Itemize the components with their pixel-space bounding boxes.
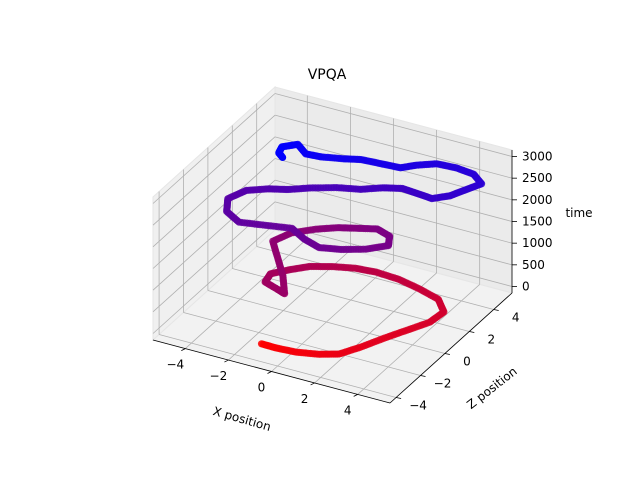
z-position-tick-label: −4 [409,399,427,413]
time-tick-label: 0 [522,280,530,294]
x-grid-floor [357,284,480,395]
z-position-tick-mark [469,331,475,333]
data-point [279,153,287,161]
y-grid-floor [158,334,397,398]
z-position-tick-mark [420,375,426,377]
z-position-tick-label: 2 [487,333,495,347]
z-position-tick-label: 4 [512,311,520,325]
y-grid-floor [183,312,421,376]
z-grid-left [152,201,276,313]
z-grid-left [152,93,276,204]
z-grid-back [274,114,513,179]
z-position-tick-mark [396,397,402,399]
x-grid-floor [185,238,308,349]
x-tick-label: 2 [301,392,309,406]
x-tick-label: −4 [166,358,184,372]
x-tick-label: −2 [210,369,228,383]
chart-title: VPQA [308,67,347,83]
z-position-axis-line [389,292,513,404]
time-tick-label: 1000 [522,236,553,250]
z-grid-left [152,114,276,226]
y-grid-floor [207,290,446,354]
data-points [223,140,486,358]
z-axis-position-label: Z position [464,364,520,412]
time-axis-label: time [565,206,592,220]
x-tick-label: 4 [344,403,352,417]
time-tick-label: 3000 [522,150,553,164]
z-position-tick-label: −2 [434,377,452,391]
x-tick-mark [310,382,315,386]
axes-grid [152,93,513,398]
time-tick-label: 2000 [522,193,553,207]
x-tick-mark [224,359,229,363]
z-grid-back [274,201,513,266]
z-grid-left [152,158,276,269]
x-tick-mark [353,394,358,397]
z-grid-left [152,136,276,248]
time-tick-label: 1500 [522,215,553,229]
z-grid-left [152,223,276,334]
z-position-tick-mark [493,309,499,311]
time-tick-label: 2500 [522,171,553,185]
z-grid-back [274,223,513,287]
z-position-tick-label: 0 [463,355,471,369]
z-grid-back [274,93,513,157]
axes-ticks: −4 −2 0 2 4 −4 −2 0 2 4 0 500 1000 1500 2000 2500 3000 [166,150,552,418]
z-grid-left [152,179,276,291]
y-grid-floor [256,246,494,310]
x-axis-label: X position [211,404,272,434]
z-position-tick-mark [444,353,450,355]
x-tick-label: 0 [258,381,266,395]
time-tick-label: 500 [522,258,545,272]
x-tick-mark [267,371,272,374]
x-tick-mark [181,348,186,351]
